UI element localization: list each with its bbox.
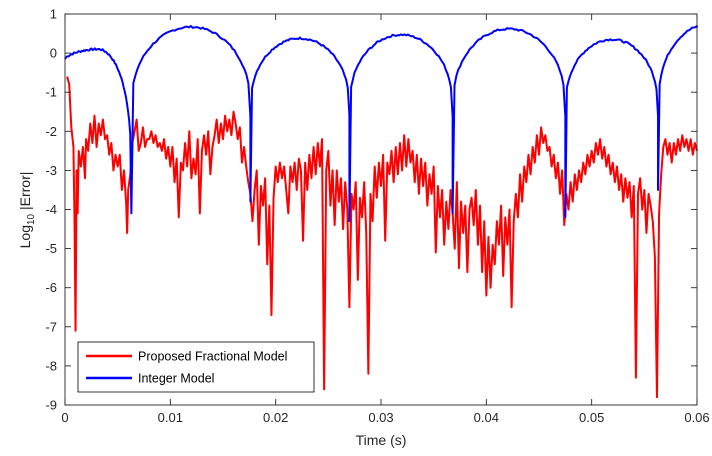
x-axis-label: Time (s) [356,432,407,448]
y-tick-label: -8 [45,358,57,373]
x-tick-label: 0.02 [263,410,288,425]
legend-label-integer: Integer Model [138,372,214,386]
series-layer [64,25,698,399]
y-tick-label: -2 [45,124,57,139]
series-line-integer [64,25,698,223]
legend-label-fractional: Proposed Fractional Model [138,350,287,364]
series-line-fractional [66,76,698,399]
x-tick-label: 0.01 [158,410,183,425]
y-tick-label: -5 [45,241,57,256]
y-tick-label: -1 [45,85,57,100]
y-tick-label: -9 [45,398,57,413]
y-axis-label: Log10 |Error| [17,172,37,249]
y-tick-label: -3 [45,163,57,178]
plot-area [65,14,697,405]
y-axis-ticks: 1 0 -1 -2 -3 -4 -5 -6 -7 -8 -9 [45,7,697,413]
x-axis-ticks: 0 0.01 0.02 0.03 0.04 0.05 0.06 [61,14,710,425]
legend: Proposed Fractional Model Integer Model [77,341,315,393]
x-tick-label: 0.05 [579,410,604,425]
legend-box [77,341,315,393]
y-axis-label-subscript: 10 [26,213,37,225]
y-axis-label-main: Log [17,225,33,248]
x-tick-label: 0 [61,410,68,425]
y-tick-label: 0 [50,46,57,61]
y-tick-label: -4 [45,202,57,217]
x-tick-label: 0.03 [368,410,393,425]
y-tick-label: -7 [45,319,57,334]
y-tick-label: -6 [45,280,57,295]
x-tick-label: 0.06 [684,410,709,425]
x-tick-label: 0.04 [474,410,499,425]
y-tick-label: 1 [50,7,57,22]
y-axis-label-rest: |Error| [17,172,33,214]
